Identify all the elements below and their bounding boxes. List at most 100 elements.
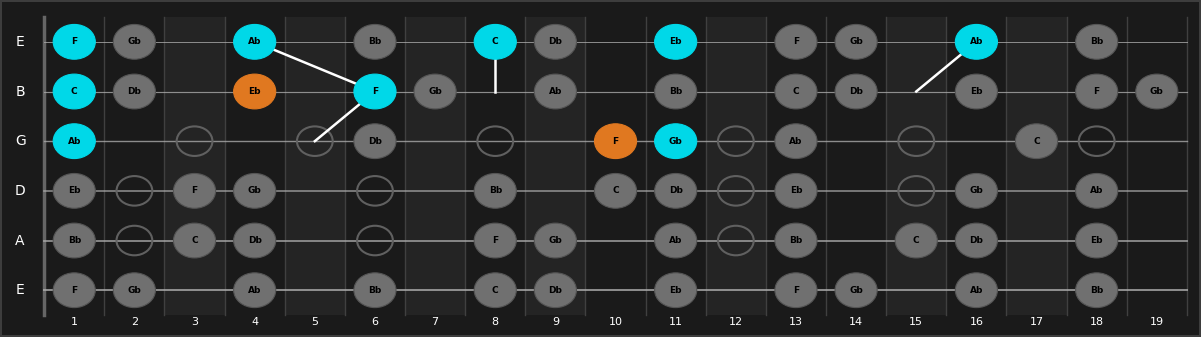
Text: C: C	[492, 37, 498, 46]
Text: 19: 19	[1149, 317, 1164, 328]
Circle shape	[234, 174, 276, 208]
Text: F: F	[71, 37, 77, 46]
Circle shape	[354, 25, 396, 59]
Bar	[706, 17, 766, 315]
Text: 5: 5	[311, 317, 318, 328]
Text: Eb: Eb	[669, 286, 682, 295]
Text: C: C	[913, 236, 920, 245]
Bar	[465, 17, 525, 315]
Bar	[525, 17, 585, 315]
Bar	[1127, 17, 1187, 315]
Text: F: F	[793, 286, 799, 295]
Circle shape	[53, 223, 95, 258]
Circle shape	[1076, 174, 1118, 208]
Text: Gb: Gb	[669, 137, 682, 146]
Circle shape	[354, 74, 396, 109]
Text: Ab: Ab	[1091, 186, 1104, 195]
Text: 10: 10	[609, 317, 622, 328]
Bar	[646, 17, 706, 315]
Text: 9: 9	[551, 317, 558, 328]
Text: Bb: Bb	[369, 37, 382, 46]
Circle shape	[173, 223, 216, 258]
Text: Bb: Bb	[489, 186, 502, 195]
Text: Gb: Gb	[127, 286, 142, 295]
Circle shape	[474, 273, 516, 308]
Text: 18: 18	[1089, 317, 1104, 328]
Text: Db: Db	[247, 236, 262, 245]
Circle shape	[234, 273, 276, 308]
Circle shape	[835, 25, 877, 59]
Text: A: A	[16, 234, 25, 248]
Circle shape	[354, 124, 396, 159]
Text: Gb: Gb	[969, 186, 984, 195]
Circle shape	[594, 174, 637, 208]
Text: Ab: Ab	[247, 37, 262, 46]
Bar	[285, 17, 345, 315]
Circle shape	[414, 74, 456, 109]
Circle shape	[655, 25, 697, 59]
Text: C: C	[793, 87, 800, 96]
Bar	[1066, 17, 1127, 315]
Circle shape	[53, 124, 95, 159]
Text: Db: Db	[969, 236, 984, 245]
Text: F: F	[613, 137, 619, 146]
Bar	[886, 17, 946, 315]
Text: C: C	[1033, 137, 1040, 146]
Text: D: D	[14, 184, 25, 198]
Circle shape	[113, 74, 155, 109]
Text: Db: Db	[849, 87, 864, 96]
Text: Gb: Gb	[127, 37, 142, 46]
Text: 15: 15	[909, 317, 924, 328]
Text: Eb: Eb	[68, 186, 80, 195]
Circle shape	[1076, 25, 1118, 59]
Text: 8: 8	[491, 317, 498, 328]
Bar	[826, 17, 886, 315]
Text: Eb: Eb	[669, 37, 682, 46]
Circle shape	[173, 174, 216, 208]
Circle shape	[655, 74, 697, 109]
Circle shape	[655, 273, 697, 308]
Circle shape	[895, 223, 937, 258]
Text: C: C	[191, 236, 198, 245]
Bar	[1006, 17, 1066, 315]
Text: Db: Db	[127, 87, 142, 96]
Text: 1: 1	[71, 317, 78, 328]
Circle shape	[113, 273, 155, 308]
Text: F: F	[372, 87, 378, 96]
Text: Eb: Eb	[249, 87, 261, 96]
Text: 3: 3	[191, 317, 198, 328]
Text: Ab: Ab	[789, 137, 802, 146]
Circle shape	[655, 174, 697, 208]
Bar	[225, 17, 285, 315]
Circle shape	[534, 25, 576, 59]
Circle shape	[775, 174, 817, 208]
Circle shape	[234, 223, 276, 258]
Circle shape	[234, 25, 276, 59]
Bar	[345, 17, 405, 315]
Text: Gb: Gb	[849, 286, 864, 295]
Circle shape	[1076, 74, 1118, 109]
Text: Db: Db	[368, 137, 382, 146]
Circle shape	[474, 25, 516, 59]
Text: Eb: Eb	[970, 87, 982, 96]
Circle shape	[955, 223, 998, 258]
Text: E: E	[16, 283, 24, 297]
Text: Bb: Bb	[67, 236, 80, 245]
Bar	[766, 17, 826, 315]
Bar	[44, 17, 104, 315]
Text: 14: 14	[849, 317, 864, 328]
Circle shape	[775, 124, 817, 159]
Text: Db: Db	[549, 37, 562, 46]
Text: Ab: Ab	[669, 236, 682, 245]
Circle shape	[474, 174, 516, 208]
Text: 17: 17	[1029, 317, 1044, 328]
Text: 2: 2	[131, 317, 138, 328]
Circle shape	[474, 223, 516, 258]
Text: 7: 7	[431, 317, 438, 328]
Text: 13: 13	[789, 317, 803, 328]
Circle shape	[354, 273, 396, 308]
Text: C: C	[613, 186, 619, 195]
Text: B: B	[16, 85, 25, 98]
Text: Bb: Bb	[1091, 37, 1104, 46]
Text: 12: 12	[729, 317, 743, 328]
